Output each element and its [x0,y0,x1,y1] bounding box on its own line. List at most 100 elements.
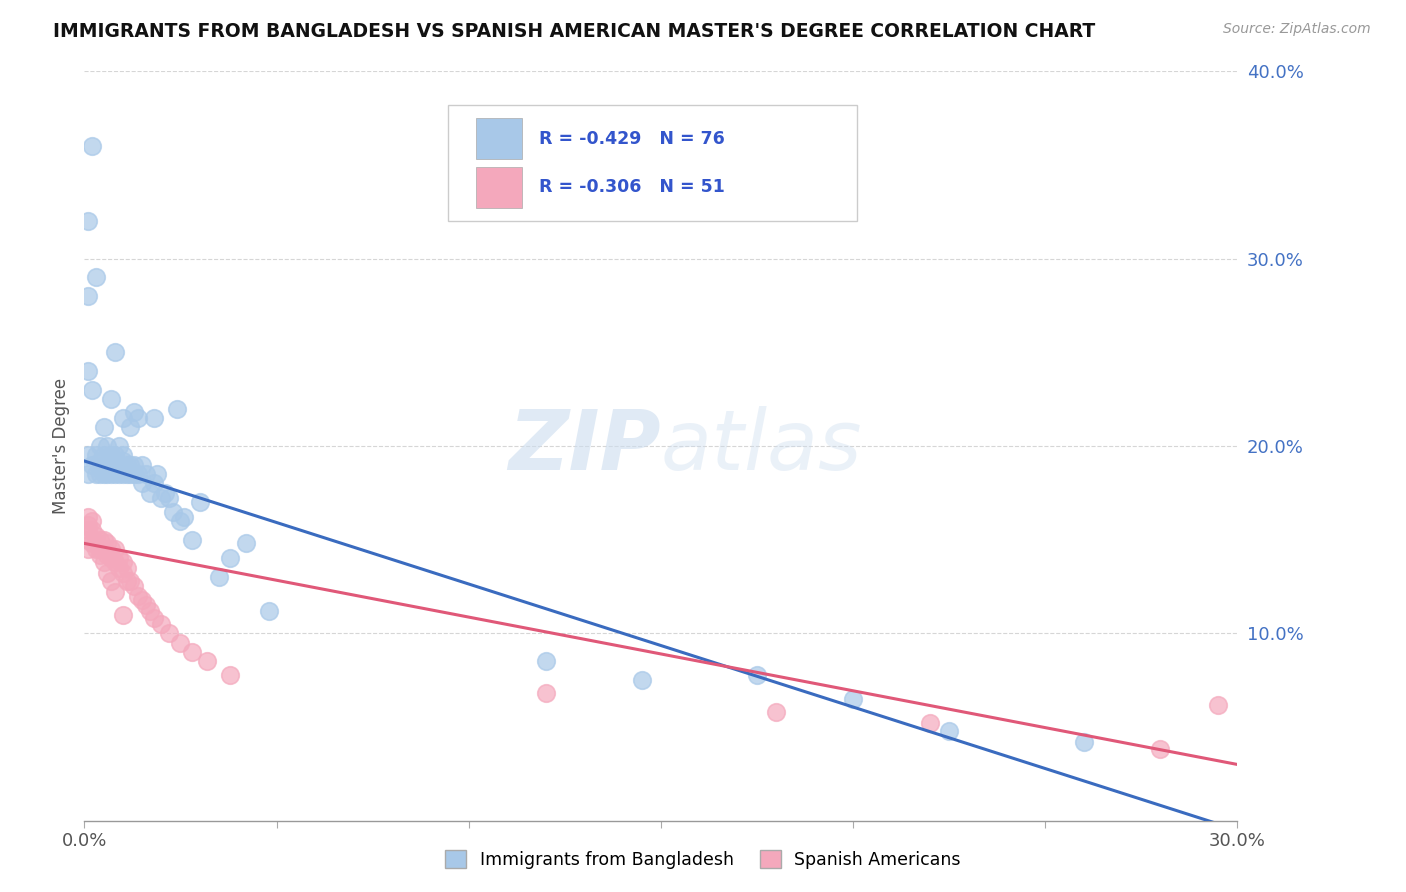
Point [142,411,165,425]
Point [138,604,160,618]
Point [1073,735,1095,749]
Point [93,458,115,472]
Point [115,561,138,575]
Point [235,536,257,550]
Point [938,723,960,738]
Point [108,439,131,453]
Point [89,461,111,475]
Point [111,566,134,581]
Point [84,536,107,550]
Point [157,491,180,506]
Point [100,449,122,463]
Point [77,214,100,228]
Point [77,524,100,538]
Point [104,345,127,359]
Point [77,289,100,303]
Point [96,458,118,472]
Point [169,635,191,649]
Point [89,548,111,562]
Point [124,458,146,472]
Point [124,580,146,594]
Point [188,495,211,509]
Point [100,574,122,588]
Point [100,454,122,468]
Point [127,411,149,425]
Point [162,505,184,519]
Point [96,439,118,453]
Text: R = -0.429   N = 76: R = -0.429 N = 76 [538,130,724,148]
Point [115,467,138,482]
Point [108,458,131,472]
Point [120,467,142,482]
Point [108,561,131,575]
Point [208,570,231,584]
Y-axis label: Master's Degree: Master's Degree [52,378,70,514]
Point [104,461,127,475]
Point [77,533,100,547]
Point [1149,742,1171,756]
Point [89,454,111,468]
Point [181,533,204,547]
Point [142,611,165,625]
Point [96,467,118,482]
Point [104,542,127,557]
Point [111,607,134,622]
Point [745,667,768,681]
Text: Source: ZipAtlas.com: Source: ZipAtlas.com [1223,22,1371,37]
Point [104,555,127,569]
Point [765,705,787,719]
Point [115,574,138,588]
Point [842,692,865,706]
Point [96,536,118,550]
Point [104,449,127,463]
Legend: Immigrants from Bangladesh, Spanish Americans: Immigrants from Bangladesh, Spanish Amer… [439,844,967,876]
Text: ZIP: ZIP [508,406,661,486]
Point [153,486,176,500]
Point [111,461,134,475]
Point [150,491,173,506]
Point [84,529,107,543]
Point [93,420,115,434]
Point [135,599,157,613]
Point [157,626,180,640]
Point [534,686,557,700]
Point [77,449,100,463]
Point [84,467,107,482]
Point [169,514,191,528]
Point [127,467,149,482]
Point [100,542,122,557]
Point [77,517,100,532]
Point [918,716,941,731]
Point [630,673,652,688]
Point [108,467,131,482]
Point [93,449,115,463]
Point [124,467,146,482]
Point [195,655,218,669]
Point [219,551,242,566]
Point [166,401,188,416]
Point [89,533,111,547]
Point [77,542,100,557]
Text: R = -0.306   N = 51: R = -0.306 N = 51 [538,178,724,196]
Point [108,551,131,566]
Point [181,645,204,659]
Point [77,364,100,378]
Point [111,555,134,569]
Point [142,476,165,491]
Point [96,566,118,581]
Point [93,542,115,557]
Point [131,476,153,491]
FancyBboxPatch shape [477,167,523,208]
Point [135,467,157,482]
FancyBboxPatch shape [477,119,523,160]
Point [257,604,280,618]
Point [127,589,149,603]
Text: IMMIGRANTS FROM BANGLADESH VS SPANISH AMERICAN MASTER'S DEGREE CORRELATION CHART: IMMIGRANTS FROM BANGLADESH VS SPANISH AM… [53,22,1095,41]
Point [80,524,103,538]
Point [104,467,127,482]
Point [111,449,134,463]
Point [111,454,134,468]
Point [131,592,153,607]
Point [138,486,160,500]
Point [219,667,242,681]
